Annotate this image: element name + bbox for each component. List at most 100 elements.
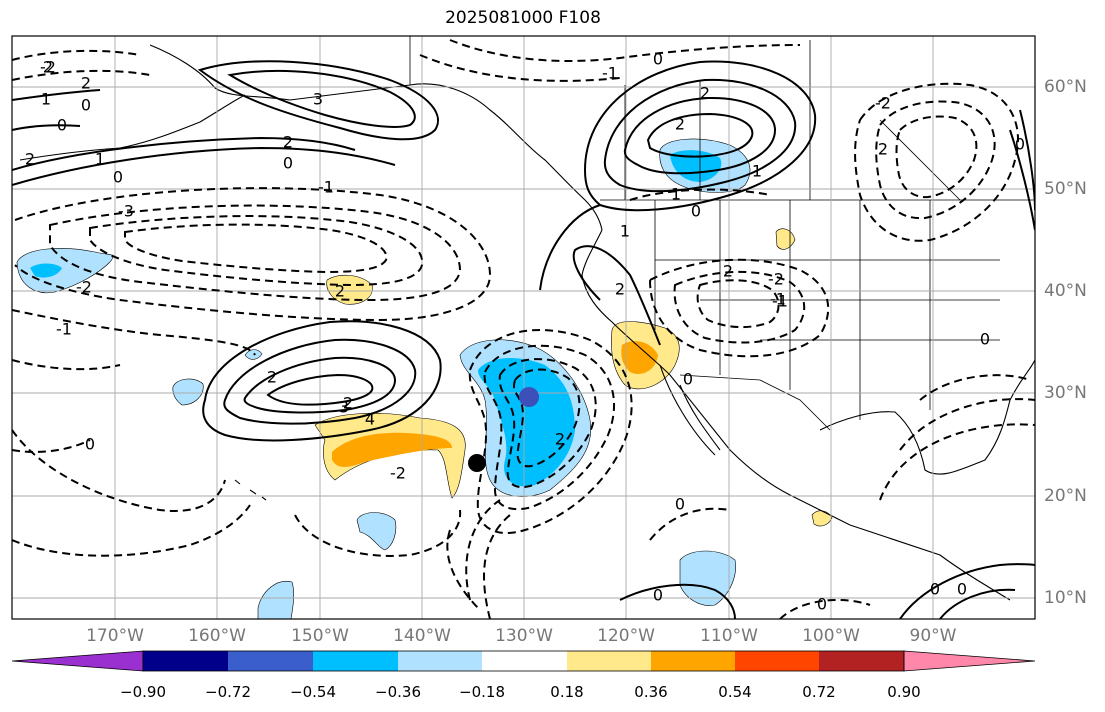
lat-label: 60°N (1044, 77, 1087, 97)
colorbar-tick-label: 0.18 (550, 683, 584, 701)
contour-negative (124, 223, 388, 274)
us-state-lines (654, 200, 1000, 420)
contour-label: -2 (768, 270, 784, 289)
colorbar-segment (567, 651, 651, 671)
canada-province-lines (624, 40, 961, 201)
contour-label: 2 (555, 430, 565, 449)
contour-label: 0 (957, 580, 967, 599)
colorbar-tick-label: 0.72 (802, 683, 836, 701)
contour-negative (446, 529, 481, 611)
shade-light-blue (356, 512, 397, 551)
lat-label: 40°N (1044, 281, 1087, 301)
contour-negative (12, 69, 151, 81)
colorbar-segment (228, 651, 313, 671)
contour-label: -1 (56, 320, 72, 339)
colorbar-segment (313, 651, 398, 671)
contour-negative (468, 329, 633, 535)
aleutian-chain (19, 94, 246, 161)
contour-negative (629, 188, 771, 201)
colorbar-extend-low (11, 650, 144, 672)
contour-label: -3 (118, 202, 134, 221)
contour-label: 0 (691, 202, 701, 221)
shade-yellow (314, 412, 466, 499)
lat-label: 30°N (1044, 383, 1087, 403)
colorbar (11, 650, 1036, 672)
contour-label: 2 (343, 394, 353, 413)
us-mexico-border (679, 374, 831, 431)
contour-positive (646, 112, 754, 158)
colorbar-tick-label: −0.36 (375, 683, 421, 701)
colorbar-tick-label: −0.18 (459, 683, 505, 701)
contour-label: 2 (723, 262, 733, 281)
colorbar-tick-label: −0.54 (290, 683, 336, 701)
contour-negative (879, 423, 1035, 501)
shade-light-blue (16, 248, 114, 294)
blue-dot-marker (519, 387, 539, 407)
contour-positive (227, 69, 416, 128)
contour-negative (483, 344, 615, 510)
contour-label: 2 (283, 133, 293, 152)
shade-light-blue (679, 550, 736, 606)
contour-label: -1 (318, 178, 334, 197)
lon-label: 100°W (802, 626, 860, 646)
colorbar-segment (735, 651, 819, 671)
lon-label: 120°W (597, 626, 655, 646)
contour-positive (12, 124, 81, 131)
contour-positive (1009, 129, 1035, 231)
contour-negative (12, 439, 91, 453)
contour-label: 2 (43, 58, 53, 77)
lon-label: 90°W (909, 626, 957, 646)
contour-negative (899, 398, 1035, 451)
contour-positive (623, 96, 777, 175)
contour-negative (419, 54, 621, 82)
lat-label: 10°N (1044, 588, 1087, 608)
contour-label: -1 (770, 290, 786, 309)
contour-negative (779, 599, 871, 619)
contour-label: 2 (267, 368, 277, 387)
contour-label: 1 (95, 150, 105, 169)
contour-negative (895, 115, 978, 199)
contour-label: 2 (81, 74, 91, 93)
colorbar-segment (819, 651, 904, 671)
contour-label: 0 (85, 435, 95, 454)
contour-positive (572, 245, 661, 346)
shade-yellow (326, 275, 373, 305)
shade-light-blue (244, 349, 263, 360)
contour-positive (12, 89, 101, 101)
lon-label: 170°W (86, 626, 144, 646)
contour-negative (12, 504, 251, 557)
contour-label: 2 (25, 150, 35, 169)
contour-negative (649, 507, 731, 541)
map-panel: 221 002 103-2-10234022112-100-312-1-2-2220… (12, 36, 1035, 619)
shade-yellow (811, 510, 833, 527)
contour-label: 0 (57, 116, 67, 135)
contour-label: 2 (675, 115, 685, 134)
colorbar-tick-label: 0.36 (634, 683, 668, 701)
contour-positive (243, 356, 397, 414)
contour-negative (12, 359, 121, 371)
contour-negative (89, 215, 424, 287)
colorbar-segment (398, 651, 482, 671)
colorbar-segment (143, 651, 228, 671)
gulf-mexico-coast (819, 359, 1035, 475)
contour-positive (197, 60, 439, 141)
contour-negative (14, 187, 492, 322)
political-borders (409, 36, 1035, 431)
contour-label: 1 (620, 222, 630, 241)
contour-positive (619, 583, 736, 619)
contour-label: -1 (602, 64, 618, 83)
dashed-contours (12, 39, 1035, 619)
contour-positive (12, 136, 356, 171)
contour-label: -2 (875, 94, 891, 113)
contour-negative (49, 204, 462, 302)
shade-yellow (775, 228, 796, 250)
contour-negative (12, 49, 141, 61)
contour-label: 0 (653, 50, 663, 69)
contour-label: -2 (40, 58, 56, 77)
contour-label: 0 (283, 154, 293, 173)
lon-label: 110°W (700, 626, 758, 646)
contour-label: 0 (81, 96, 91, 115)
solid-contours (12, 60, 1035, 619)
lon-label: 160°W (188, 626, 246, 646)
